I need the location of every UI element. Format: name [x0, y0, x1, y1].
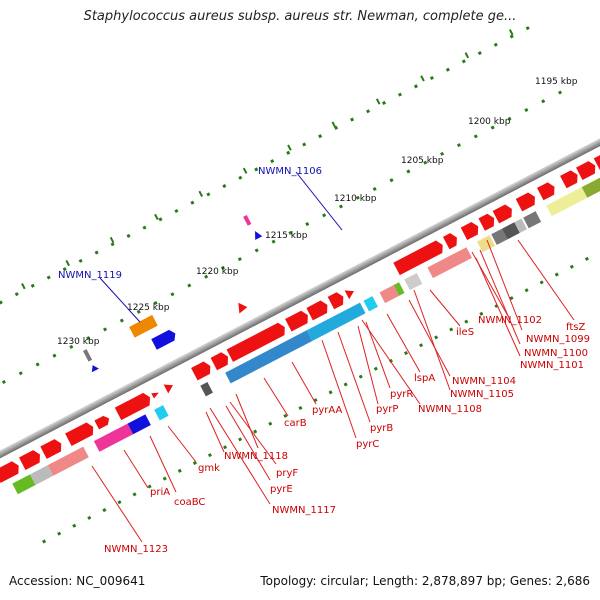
scale-labels: 1195 kbp 1200 kbp 1205 kbp 1210 kbp 1215… [57, 77, 578, 347]
gene-label-nwmn1108: NWMN_1108 [418, 404, 482, 415]
gene-label-pyrp: pyrP [376, 404, 398, 415]
gene-label-iles: ileS [456, 327, 474, 338]
outer-features[interactable] [60, 213, 286, 381]
gene-label-nwmn1105: NWMN_1105 [450, 389, 514, 400]
gene-label-pyraa: pyrAA [312, 405, 342, 416]
kbp-1200: 1200 kbp [468, 117, 511, 127]
gene-label-pyrr: pyrR [390, 389, 413, 400]
map-title: Staphylococcus aureus subsp. aureus str.… [83, 9, 517, 24]
genome-summary-text: Topology: circular; Length: 2,878,897 bp… [260, 574, 590, 588]
accession-text: Accession: NC_009641 [9, 574, 146, 588]
kbp-1195: 1195 kbp [535, 77, 578, 87]
gene-label-nwmn1101: NWMN_1101 [520, 360, 584, 371]
gene-label-pyre: pyrE [270, 484, 293, 495]
kbp-1205: 1205 kbp [401, 156, 444, 166]
kbp-1220: 1220 kbp [196, 267, 239, 277]
kbp-1210: 1210 kbp [334, 194, 377, 204]
gene-label-coabc: coaBC [174, 497, 205, 508]
forward-genes[interactable] [0, 116, 600, 483]
gene-label-gmk: gmk [198, 463, 220, 474]
gene-label-pria: priA [150, 487, 170, 498]
feature-labels[interactable]: ftsZ NWMN_1099 NWMN_1100 NWMN_1101 NWMN_… [58, 166, 590, 555]
gene-label-nwmn1099: NWMN_1099 [526, 334, 590, 345]
gene-label-nwmn1102: NWMN_1102 [478, 315, 542, 326]
gene-label-nwmn1119: NWMN_1119 [58, 270, 122, 281]
kbp-1230: 1230 kbp [57, 337, 100, 347]
gene-label-ftsz: ftsZ [566, 322, 585, 333]
gene-label-pryf: pryF [276, 468, 298, 479]
gene-label-nwmn1118: NWMN_1118 [224, 451, 288, 462]
gene-label-nwmn1106: NWMN_1106 [258, 166, 322, 177]
kbp-1215: 1215 kbp [265, 231, 308, 241]
gene-label-carb: carB [284, 418, 307, 429]
gene-label-nwmn1100: NWMN_1100 [524, 348, 588, 359]
gene-label-nwmn1117: NWMN_1117 [272, 505, 336, 516]
label-leader-lines [91, 239, 575, 543]
scale-ticks [0, 16, 600, 544]
genome-backbone [0, 129, 600, 469]
gene-label-nwmn1104: NWMN_1104 [452, 376, 516, 387]
kbp-1225: 1225 kbp [127, 303, 170, 313]
cog-bars[interactable] [12, 159, 600, 495]
gene-label-pyrc: pyrC [356, 439, 379, 450]
gene-label-lspa: lspA [414, 373, 435, 384]
gene-label-pyrb: pyrB [370, 423, 393, 434]
gene-label-nwmn1123: NWMN_1123 [104, 544, 168, 555]
blue-leader-lines [99, 171, 343, 323]
